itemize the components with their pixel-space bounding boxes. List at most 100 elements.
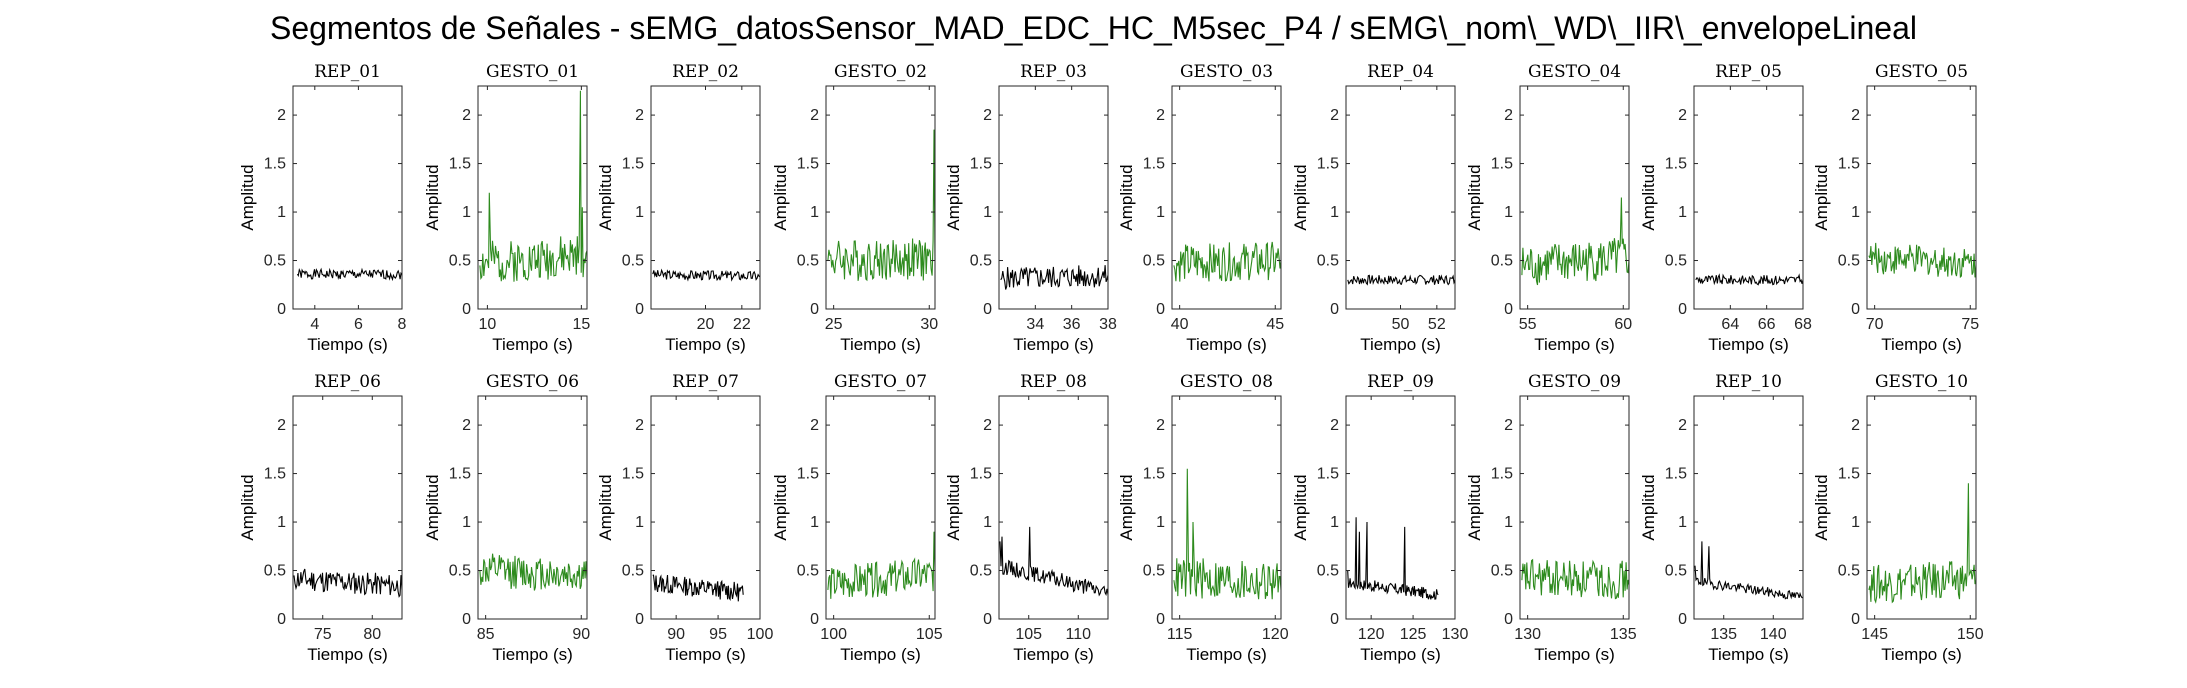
y-axis-label: Amplitud [423, 164, 442, 230]
x-tick-label: 50 [1392, 316, 1410, 333]
y-tick-label: 2 [810, 417, 819, 434]
y-tick-label: 2 [462, 417, 471, 434]
x-axis-label: Tiempo (s) [840, 335, 921, 354]
subplot-title: REP_04 [1367, 62, 1434, 82]
x-tick-label: 36 [1063, 316, 1081, 333]
y-tick-label: 2 [1504, 107, 1513, 124]
y-tick-label: 0.5 [1838, 253, 1860, 270]
subplot-rep-05: 0 0.5 1 1.5 2 64 66 68 REP_05 Tiempo (s) Amplitud [1639, 62, 1812, 354]
x-tick-label: 130 [1442, 626, 1469, 643]
subplot-gesto-03: 0 0.5 1 1.5 2 40 45 GESTO_03 Tiempo (s) Amplitud [1117, 62, 1284, 354]
subplot-title: GESTO_07 [834, 372, 927, 392]
y-tick-label: 1.5 [1317, 466, 1339, 483]
axes-frame [1866, 395, 1977, 620]
series-line-gesto-07 [827, 531, 936, 599]
axes-frame [1693, 395, 1804, 620]
x-tick-label: 145 [1861, 626, 1888, 643]
y-tick-label: 0 [277, 611, 286, 628]
subplot-title: REP_03 [1020, 62, 1087, 82]
y-tick-label: 1 [277, 204, 286, 221]
axes-frame [477, 85, 588, 310]
x-tick-label: 120 [1262, 626, 1289, 643]
x-axis-label: Tiempo (s) [307, 335, 388, 354]
x-tick-label: 52 [1428, 316, 1446, 333]
axes-frame [1519, 395, 1630, 620]
y-tick-label: 0.5 [970, 563, 992, 580]
subplot-title: GESTO_09 [1528, 372, 1621, 392]
y-tick-label: 1.5 [1491, 466, 1513, 483]
x-tick-label: 135 [1610, 626, 1637, 643]
series-line-gesto-02 [827, 129, 936, 282]
series-line-rep-03 [1000, 265, 1109, 290]
subplot-title: REP_07 [672, 372, 739, 392]
y-tick-label: 0 [1504, 301, 1513, 318]
x-axis-label: Tiempo (s) [1186, 645, 1267, 664]
series-line-rep-05 [1695, 273, 1804, 286]
y-tick-label: 1 [1330, 514, 1339, 531]
x-tick-label: 34 [1026, 316, 1044, 333]
x-axis-label: Tiempo (s) [492, 645, 573, 664]
x-axis-label: Tiempo (s) [1360, 335, 1441, 354]
y-axis-label: Amplitud [238, 474, 257, 540]
y-axis-label: Amplitud [1117, 474, 1136, 540]
y-axis-label: Amplitud [1465, 164, 1484, 230]
subplot-gesto-05: 0 0.5 1 1.5 2 70 75 GESTO_05 Tiempo (s) Amplitud [1812, 62, 1979, 354]
subplot-title: REP_09 [1367, 372, 1434, 392]
x-axis-label: Tiempo (s) [1186, 335, 1267, 354]
subplot-title: GESTO_05 [1875, 62, 1968, 82]
y-tick-label: 1.5 [1143, 466, 1165, 483]
x-tick-label: 100 [747, 626, 774, 643]
y-tick-label: 2 [1504, 417, 1513, 434]
y-tick-label: 0 [1851, 611, 1860, 628]
series-line-gesto-01 [479, 90, 588, 282]
x-tick-label: 55 [1519, 316, 1537, 333]
x-tick-label: 130 [1514, 626, 1541, 643]
series-line-gesto-10 [1868, 483, 1977, 604]
y-axis-label: Amplitud [1639, 474, 1658, 540]
y-tick-label: 1 [635, 514, 644, 531]
y-tick-label: 1 [635, 204, 644, 221]
y-tick-label: 1.5 [622, 466, 644, 483]
x-tick-label: 90 [572, 626, 590, 643]
x-axis-label: Tiempo (s) [307, 645, 388, 664]
y-tick-label: 1 [1156, 204, 1165, 221]
y-tick-label: 0.5 [1665, 563, 1687, 580]
y-tick-label: 1 [1504, 514, 1513, 531]
y-tick-label: 1 [1851, 204, 1860, 221]
y-tick-label: 1 [1504, 204, 1513, 221]
y-tick-label: 2 [1678, 107, 1687, 124]
y-tick-label: 1 [1678, 204, 1687, 221]
y-tick-label: 0 [462, 301, 471, 318]
x-axis-label: Tiempo (s) [1708, 335, 1789, 354]
y-axis-label: Amplitud [1465, 474, 1484, 540]
series-line-gesto-04 [1521, 197, 1630, 286]
y-axis-label: Amplitud [1291, 474, 1310, 540]
y-tick-label: 1.5 [264, 466, 286, 483]
y-tick-label: 0 [1330, 611, 1339, 628]
y-tick-label: 1.5 [970, 156, 992, 173]
y-tick-label: 0 [810, 611, 819, 628]
axes-frame [292, 85, 403, 310]
y-axis-label: Amplitud [1812, 474, 1831, 540]
x-tick-label: 38 [1099, 316, 1117, 333]
y-tick-label: 1.5 [264, 156, 286, 173]
y-tick-label: 0 [983, 301, 992, 318]
x-tick-label: 135 [1710, 626, 1737, 643]
y-tick-label: 0 [1156, 301, 1165, 318]
y-axis-label: Amplitud [1291, 164, 1310, 230]
x-tick-label: 60 [1614, 316, 1632, 333]
y-tick-label: 0 [462, 611, 471, 628]
y-axis-label: Amplitud [1639, 164, 1658, 230]
subplot-title: GESTO_03 [1180, 62, 1273, 82]
x-tick-label: 150 [1957, 626, 1984, 643]
y-axis-label: Amplitud [771, 474, 790, 540]
y-axis-label: Amplitud [944, 164, 963, 230]
series-line-gesto-05 [1868, 242, 1977, 279]
subplot-rep-02: 0 0.5 1 1.5 2 20 22 REP_02 Tiempo (s) Amplitud [596, 62, 761, 354]
subplot-gesto-08: 0 0.5 1 1.5 2 115 120 GESTO_08 Tiempo (s) Amplitu… [1117, 372, 1289, 664]
series-line-gesto-08 [1173, 468, 1282, 600]
series-line-gesto-06 [479, 553, 588, 591]
x-axis-label: Tiempo (s) [1013, 645, 1094, 664]
x-tick-label: 10 [478, 316, 496, 333]
subplot-title: GESTO_04 [1528, 62, 1621, 82]
